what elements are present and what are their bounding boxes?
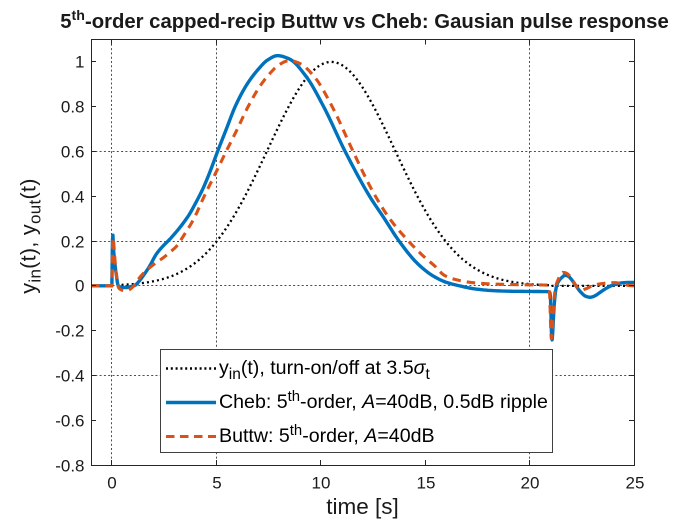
text-run: in — [25, 268, 45, 283]
x-tick-label-25: 25 — [626, 474, 645, 493]
y-tick-label--0.6: -0.6 — [55, 412, 84, 431]
text-run: y — [219, 357, 229, 379]
x-tick-label-15: 15 — [417, 474, 436, 493]
text-run: σ — [413, 357, 426, 379]
text-run: A — [364, 425, 378, 447]
text-run: Cheb: 5 — [219, 391, 288, 413]
x-tick-label-5: 5 — [212, 474, 221, 493]
text-run: t — [425, 365, 430, 383]
y-tick-label-0: 0 — [75, 277, 84, 296]
curve-buttw-output — [91, 59, 635, 341]
text-run: in — [228, 365, 241, 383]
x-tick-label-20: 20 — [521, 474, 540, 493]
text-run: -order capped-recip Buttw vs Cheb: Gausi… — [84, 10, 669, 33]
y-axis-label-text: yin(t), yout(t) — [16, 178, 45, 294]
legend-line-solid-icon — [165, 400, 216, 405]
x-tick-label-0: 0 — [107, 474, 116, 493]
text-run: =40dB — [377, 425, 435, 447]
text-run: (t) — [16, 178, 41, 200]
x-axis-label: time [s] — [326, 494, 399, 519]
y-tick-label-0.2: 0.2 — [61, 233, 85, 252]
legend-label-input: yin(t), turn-on/off at 3.5σt — [219, 351, 430, 387]
legend-label-cheb: Cheb: 5th-order, A=40dB, 0.5dB ripple — [219, 385, 548, 421]
text-run: y — [16, 282, 41, 294]
axes-box — [91, 39, 635, 466]
curve-input-yin — [91, 60, 634, 287]
text-run: th — [289, 422, 303, 439]
text-run: A — [362, 391, 376, 413]
legend-label-buttw: Buttw: 5th-order, A=40dB — [219, 419, 435, 455]
y-tick-label--0.4: -0.4 — [55, 367, 84, 386]
curve-cheb-output — [91, 53, 634, 342]
y-tick-label--0.2: -0.2 — [55, 322, 84, 341]
text-run: Buttw: 5 — [219, 425, 290, 447]
legend-line-dotted-icon — [165, 367, 216, 370]
text-run: =40dB, 0.5dB ripple — [375, 391, 548, 413]
y-tick-label-0.8: 0.8 — [61, 98, 85, 117]
text-run: 5 — [60, 10, 72, 33]
legend[interactable]: yin(t), turn-on/off at 3.5σt Cheb: 5th-o… — [159, 349, 553, 455]
y-tick-label-0.4: 0.4 — [61, 188, 85, 207]
text-run: -order, — [302, 425, 365, 447]
y-tick-label-0.6: 0.6 — [61, 143, 85, 162]
text-run: (t), y — [16, 224, 41, 269]
legend-line-dashed-icon — [165, 434, 216, 439]
text-run: out — [25, 199, 45, 225]
y-tick-label-1: 1 — [75, 53, 84, 72]
y-tick-label--0.8: -0.8 — [55, 457, 84, 476]
x-tick-label-10: 10 — [312, 474, 331, 493]
chart-title: 5th-order capped-recip Buttw vs Cheb: Ga… — [15, 9, 699, 33]
text-run: (t), turn-on/off at 3.5 — [240, 357, 414, 379]
text-run: th — [287, 388, 301, 405]
text-run: -order, — [300, 391, 363, 413]
text-run: th — [71, 8, 85, 25]
